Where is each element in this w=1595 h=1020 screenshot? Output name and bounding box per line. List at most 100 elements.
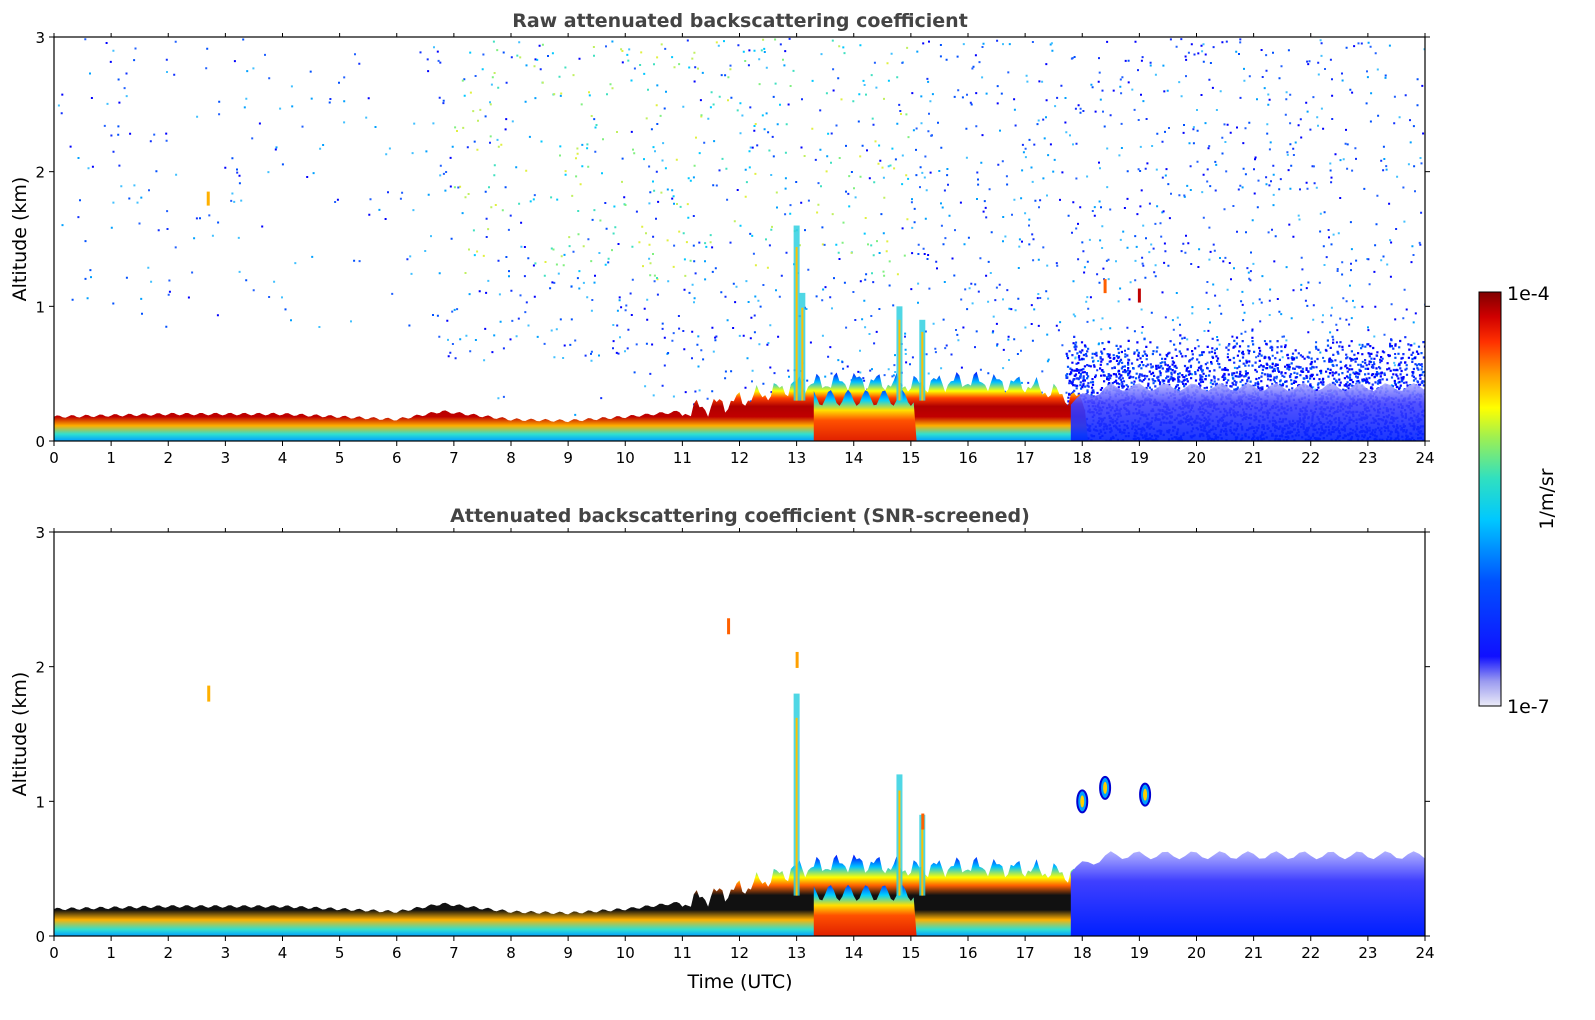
x-tick-label: 17 — [1016, 449, 1035, 467]
aerosol-plume-core — [898, 790, 901, 896]
isolated-echo — [727, 618, 731, 635]
aerosol-plume-core — [795, 717, 798, 896]
x-tick-label: 5 — [335, 449, 345, 467]
top-y-axis-label: Altitude (km) — [9, 177, 31, 302]
isolated-echo — [207, 685, 211, 702]
x-tick-label: 13 — [787, 944, 806, 962]
x-tick-label: 0 — [49, 449, 59, 467]
x-tick-label: 3 — [221, 449, 231, 467]
x-tick-label: 15 — [901, 449, 920, 467]
x-tick-label: 13 — [787, 449, 806, 467]
x-tick-label: 24 — [1415, 944, 1434, 962]
x-tick-label: 4 — [278, 944, 288, 962]
x-tick-label: 16 — [958, 449, 977, 467]
y-tick-label: 2 — [35, 164, 45, 182]
x-tick-label: 9 — [563, 944, 573, 962]
y-tick-label: 0 — [35, 433, 45, 451]
x-tick-label: 2 — [163, 944, 173, 962]
convective-region — [813, 389, 917, 441]
x-tick-label: 4 — [278, 449, 288, 467]
x-tick-label: 6 — [392, 944, 402, 962]
x-tick-label: 11 — [673, 449, 692, 467]
isolated-echo — [1137, 288, 1141, 303]
top-y-ticks: 0 1 2 3 — [35, 29, 1430, 451]
x-tick-label: 1 — [106, 449, 116, 467]
x-tick-label: 8 — [506, 449, 516, 467]
x-tick-label: 2 — [163, 449, 173, 467]
x-tick-label: 18 — [1073, 449, 1092, 467]
panel-top: Raw attenuated backscattering coefficien… — [9, 10, 1435, 467]
y-tick-label: 3 — [35, 29, 45, 47]
y-tick-label: 0 — [35, 928, 45, 946]
x-tick-label: 23 — [1358, 449, 1377, 467]
x-tick-label: 22 — [1301, 944, 1320, 962]
x-tick-label: 21 — [1244, 944, 1263, 962]
cloud-core — [1080, 795, 1085, 808]
evening-residual-layer — [1070, 383, 1425, 441]
x-tick-label: 16 — [958, 944, 977, 962]
aerosol-plume-core — [921, 331, 924, 401]
colorbar-unit-label: 1/m/sr — [1536, 468, 1558, 529]
bottom-x-ticks: 0 1 2 3 4 5 6 7 8 9 10 11 12 13 14 15 16 17 18 19 20 21 22 23 24 — [49, 528, 1435, 962]
aerosol-plume-core — [801, 307, 804, 401]
x-tick-label: 8 — [506, 944, 516, 962]
aerosol-plume-core — [898, 319, 901, 401]
colorbar-min-label: 1e-7 — [1507, 696, 1550, 718]
panel-bottom: Attenuated backscattering coefficient (S… — [9, 505, 1435, 993]
x-tick-label: 0 — [49, 944, 59, 962]
x-tick-label: 12 — [730, 449, 749, 467]
x-tick-label: 20 — [1187, 944, 1206, 962]
x-tick-label: 7 — [449, 944, 459, 962]
isolated-echo — [795, 651, 799, 668]
y-tick-label: 2 — [35, 659, 45, 677]
convective-region — [813, 884, 917, 936]
bottom-x-axis-label: Time (UTC) — [686, 971, 792, 993]
bottom-boundary-layer — [54, 618, 1425, 936]
x-tick-label: 10 — [616, 944, 635, 962]
x-tick-label: 7 — [449, 449, 459, 467]
x-tick-label: 24 — [1415, 449, 1434, 467]
y-tick-label: 3 — [35, 524, 45, 542]
aerosol-plume-core — [921, 826, 924, 896]
x-tick-label: 19 — [1130, 449, 1149, 467]
colorbar-max-label: 1e-4 — [1507, 283, 1550, 305]
x-tick-label: 9 — [563, 449, 573, 467]
top-plot-area — [54, 37, 1425, 441]
isolated-echo — [206, 191, 210, 206]
x-tick-label: 5 — [335, 944, 345, 962]
x-tick-label: 1 — [106, 944, 116, 962]
x-tick-label: 18 — [1073, 944, 1092, 962]
isolated-echo — [1103, 279, 1107, 294]
x-tick-label: 11 — [673, 944, 692, 962]
cloud-core — [1143, 788, 1148, 801]
bottom-y-axis-label: Altitude (km) — [9, 672, 31, 797]
top-boundary-layer — [54, 191, 1425, 441]
x-tick-label: 12 — [730, 944, 749, 962]
x-tick-label: 10 — [616, 449, 635, 467]
x-tick-label: 20 — [1187, 449, 1206, 467]
y-tick-label: 1 — [35, 298, 45, 316]
x-tick-label: 17 — [1016, 944, 1035, 962]
x-tick-label: 22 — [1301, 449, 1320, 467]
x-tick-label: 3 — [221, 944, 231, 962]
top-x-ticks: 0 1 2 3 4 5 6 7 8 9 10 11 12 13 14 15 16 17 18 19 20 21 22 23 24 — [49, 33, 1435, 467]
x-tick-label: 14 — [844, 944, 863, 962]
top-title: Raw attenuated backscattering coefficien… — [512, 10, 968, 32]
x-tick-label: 23 — [1358, 944, 1377, 962]
x-tick-label: 21 — [1244, 449, 1263, 467]
x-tick-label: 6 — [392, 449, 402, 467]
colorbar: 1e-4 1e-7 1/m/sr — [1478, 283, 1558, 718]
x-tick-label: 14 — [844, 449, 863, 467]
x-tick-label: 15 — [901, 944, 920, 962]
colorbar-gradient — [1478, 291, 1502, 707]
aerosol-plume-core — [795, 247, 798, 401]
x-tick-label: 19 — [1130, 944, 1149, 962]
cloud-core — [1103, 781, 1108, 794]
bottom-y-ticks: 0 1 2 3 — [35, 524, 1430, 946]
bottom-title: Attenuated backscattering coefficient (S… — [450, 505, 1030, 527]
y-tick-label: 1 — [35, 793, 45, 811]
bottom-plot-area — [54, 532, 1425, 936]
isolated-echo — [921, 813, 925, 830]
evening-residual-layer — [1070, 851, 1425, 936]
